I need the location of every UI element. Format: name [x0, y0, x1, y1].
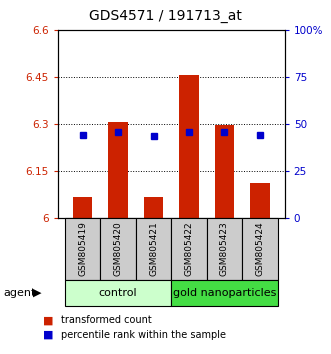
Text: GSM805420: GSM805420 [114, 221, 123, 276]
Bar [65, 280, 171, 306]
Text: GDS4571 / 191713_at: GDS4571 / 191713_at [89, 9, 242, 23]
Bar [109, 122, 128, 218]
Text: ■: ■ [43, 330, 54, 339]
Bar [171, 280, 278, 306]
Text: percentile rank within the sample: percentile rank within the sample [61, 330, 226, 339]
Text: ▶: ▶ [33, 288, 42, 298]
Text: GSM805424: GSM805424 [255, 221, 264, 276]
Bar [73, 198, 92, 218]
Text: gold nanoparticles: gold nanoparticles [173, 288, 276, 298]
Bar [207, 218, 242, 280]
Text: ■: ■ [43, 315, 54, 325]
Bar [215, 125, 234, 218]
Bar [250, 183, 270, 218]
Text: control: control [99, 288, 137, 298]
Text: GSM805421: GSM805421 [149, 221, 158, 276]
Bar [179, 75, 199, 218]
Text: GSM805423: GSM805423 [220, 221, 229, 276]
Text: agent: agent [3, 288, 36, 298]
Text: transformed count: transformed count [61, 315, 152, 325]
Bar [100, 218, 136, 280]
Bar [144, 198, 163, 218]
Bar [171, 218, 207, 280]
Bar [242, 218, 278, 280]
Bar [65, 218, 100, 280]
Text: GSM805419: GSM805419 [78, 221, 87, 276]
Bar [136, 218, 171, 280]
Text: GSM805422: GSM805422 [184, 221, 194, 276]
